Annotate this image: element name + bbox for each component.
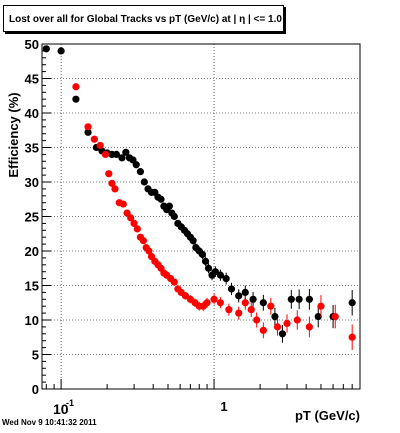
- data-point-red: [133, 225, 141, 233]
- data-point-red: [203, 299, 211, 307]
- data-point-red: [283, 319, 291, 328]
- data-point-red: [348, 333, 356, 341]
- x-tick-label-exponent: -1: [66, 398, 74, 408]
- data-point-red: [259, 326, 267, 334]
- timestamp: Wed Nov 9 10:41:32 2011: [2, 418, 97, 427]
- y-tick-label: 15: [25, 279, 39, 294]
- data-point-red: [267, 302, 275, 310]
- data-point-red: [331, 312, 339, 321]
- data-point-black: [348, 299, 356, 307]
- data-point-red: [72, 83, 80, 91]
- data-point-black: [198, 250, 207, 259]
- data-point-black: [222, 275, 230, 283]
- data-point-red: [90, 135, 98, 143]
- data-points: [42, 45, 356, 350]
- y-tick-label: 50: [25, 37, 39, 52]
- y-tick-label: 25: [25, 210, 39, 225]
- data-point-red: [84, 123, 92, 131]
- y-tick-label: 45: [25, 72, 39, 87]
- data-point-black: [271, 312, 279, 321]
- x-axis-ticks: [45, 379, 361, 389]
- y-tick-label: 20: [25, 244, 39, 259]
- x-tick-label-one: 1: [220, 399, 227, 414]
- data-point-black: [118, 154, 126, 162]
- data-point-black: [122, 148, 130, 156]
- data-point-black: [227, 285, 236, 293]
- data-point-red: [127, 214, 135, 222]
- chart-title-text: Lost over all for Global Tracks vs pT (G…: [9, 14, 282, 25]
- data-point-black: [295, 295, 303, 303]
- data-point-black: [314, 312, 322, 321]
- data-point-red: [119, 200, 127, 208]
- data-point-black: [170, 212, 178, 221]
- data-point-black: [235, 292, 243, 300]
- data-point-black: [57, 47, 65, 55]
- data-point-red: [101, 150, 110, 158]
- data-point-red: [273, 323, 282, 331]
- data-point-black: [189, 237, 197, 245]
- data-point-red: [247, 306, 255, 314]
- data-point-red: [253, 316, 261, 324]
- y-tick-label: 30: [25, 175, 39, 190]
- data-point-black: [305, 295, 313, 303]
- data-point-black: [165, 202, 173, 210]
- data-point-black: [249, 295, 257, 303]
- data-point-red: [210, 295, 218, 303]
- data-point-red: [216, 299, 224, 307]
- data-point-red: [130, 219, 138, 227]
- x-axis-label: pT (GeV/c): [295, 408, 360, 423]
- data-point-black: [287, 295, 295, 303]
- data-point-black: [136, 168, 145, 176]
- data-point-black: [216, 271, 224, 279]
- data-point-red: [293, 316, 301, 324]
- y-axis-label: Efficiency (%): [6, 92, 21, 177]
- data-point-red: [317, 302, 325, 310]
- data-point-black: [278, 330, 287, 338]
- data-point-red: [105, 170, 113, 178]
- data-point-black: [72, 95, 80, 103]
- x-tick-label-base: 10: [53, 401, 69, 417]
- y-tick-label: 0: [32, 382, 39, 397]
- data-point-black: [157, 195, 165, 203]
- y-tick-label: 10: [25, 313, 39, 328]
- data-point-red: [235, 309, 243, 317]
- data-point-black: [211, 268, 219, 276]
- data-point-black: [140, 178, 148, 186]
- data-point-black: [204, 264, 213, 272]
- data-point-red: [145, 247, 153, 255]
- data-point-black: [42, 45, 50, 53]
- data-point-black: [259, 299, 267, 307]
- y-axis-ticks: 0 5 10 15 20 25 30 35 40 45 50: [25, 37, 51, 397]
- y-tick-label: 5: [32, 348, 39, 363]
- data-point-red: [111, 185, 119, 193]
- data-point-red: [108, 179, 116, 187]
- data-point-black: [84, 128, 92, 136]
- data-point-black: [132, 161, 140, 169]
- data-point-red: [96, 141, 104, 150]
- chart-title: Lost over all for Global Tracks vs pT (G…: [3, 5, 284, 32]
- data-point-black: [112, 150, 121, 158]
- data-point-red: [305, 323, 313, 331]
- data-point-red: [225, 306, 233, 314]
- y-tick-label: 40: [25, 106, 39, 121]
- data-point-red: [241, 299, 249, 307]
- data-point-black: [241, 288, 249, 296]
- data-point-red: [139, 237, 147, 245]
- data-point-red: [170, 278, 178, 286]
- grid-lines: [42, 44, 360, 389]
- y-tick-label: 35: [25, 141, 39, 156]
- data-point-black: [201, 257, 210, 265]
